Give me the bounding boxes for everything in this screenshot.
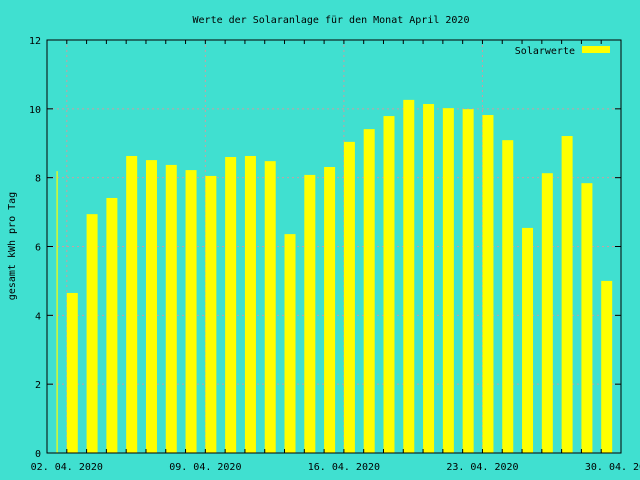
bar	[264, 161, 276, 453]
bar	[442, 108, 454, 454]
bar	[106, 197, 118, 453]
legend: Solarwerte	[515, 46, 610, 57]
bar	[145, 160, 157, 453]
plot-frame	[46, 39, 622, 454]
y-tick-label: 12	[29, 36, 41, 47]
y-tick-label: 8	[35, 174, 41, 185]
bar	[541, 173, 553, 453]
bar	[86, 214, 98, 453]
bar	[502, 140, 514, 453]
bar	[244, 155, 256, 453]
x-tick-label: 23. 04. 2020	[446, 462, 518, 473]
y-tick-label: 2	[35, 380, 41, 391]
y-axis-label: gesamt kWh pro Tag	[7, 192, 18, 300]
x-tick-label: 09. 04. 2020	[169, 462, 241, 473]
bar	[462, 109, 474, 454]
y-tick-label: 10	[29, 105, 41, 116]
bar	[561, 136, 573, 453]
ticks: 0 2 4 6 8 10 12 02. 04. 2020 09. 04. 2020 16. 04.…	[29, 36, 640, 473]
bar	[343, 141, 355, 453]
y-tick-label: 0	[35, 449, 41, 460]
bar	[423, 104, 435, 453]
legend-swatch	[582, 46, 610, 53]
bar	[522, 227, 534, 453]
bar	[284, 234, 296, 453]
bar	[403, 99, 415, 453]
bar	[304, 174, 316, 453]
bar	[601, 280, 613, 453]
bar	[363, 129, 375, 453]
bar	[324, 166, 336, 453]
bar	[66, 292, 78, 453]
bar	[56, 171, 58, 453]
chart-title: Werte der Solaranlage für den Monat Apri…	[193, 15, 470, 26]
bars	[56, 99, 613, 454]
x-tick-label: 02. 04. 2020	[31, 462, 103, 473]
bar	[581, 183, 593, 453]
bar	[383, 116, 395, 453]
legend-label: Solarwerte	[515, 46, 575, 57]
bar	[126, 155, 138, 453]
x-tick-label: 16. 04. 2020	[308, 462, 380, 473]
y-tick-label: 4	[35, 311, 41, 322]
bar	[205, 175, 217, 453]
y-tick-label: 6	[35, 243, 41, 254]
bar	[482, 115, 494, 454]
bar	[225, 157, 237, 453]
x-tick-label: 30. 04. 2020	[585, 462, 640, 473]
bar	[165, 164, 177, 453]
bar	[185, 170, 197, 453]
